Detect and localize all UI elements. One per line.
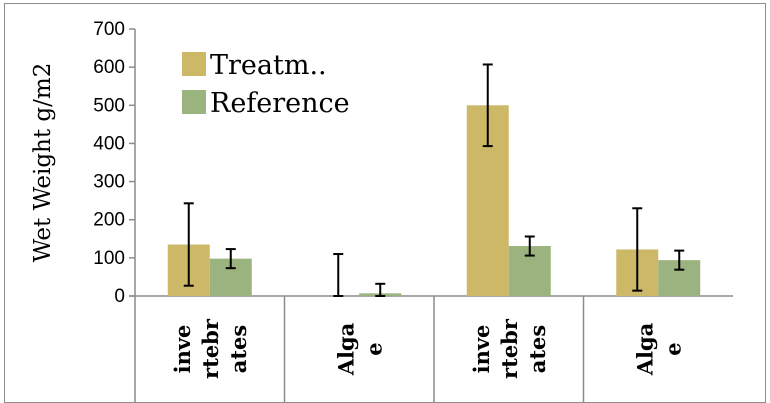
y-tick-label-7: 700 (93, 19, 125, 40)
y-tick-label-0: 0 (114, 286, 125, 307)
y-tick-label-4: 400 (93, 133, 125, 154)
legend-label-1: Reference (210, 88, 350, 119)
category-label-0-0: inve (170, 325, 195, 374)
legend-label-0: Treatm.. (210, 50, 327, 81)
category-label-2-2: ates (525, 325, 550, 374)
y-tick-label-5: 500 (93, 95, 125, 116)
category-label-1-0: Alga (333, 322, 358, 376)
category-label-2-1: rtebr (497, 318, 522, 379)
legend-swatch-0 (182, 52, 206, 76)
category-label-2-0: inve (469, 325, 494, 374)
category-label-0-1: rtebr (198, 318, 223, 379)
category-label-3-1: e (660, 342, 685, 355)
category-label-3-0: Alga (632, 322, 657, 376)
category-label-0-2: ates (226, 325, 251, 374)
y-tick-label-2: 200 (93, 210, 125, 231)
category-label-1-1: e (361, 342, 386, 355)
legend-swatch-1 (182, 90, 206, 114)
y-axis-title: Wet Weight g/m2 (30, 63, 56, 263)
y-tick-label-3: 300 (93, 172, 125, 193)
y-tick-label-1: 100 (93, 248, 125, 269)
y-tick-label-6: 600 (93, 57, 125, 78)
